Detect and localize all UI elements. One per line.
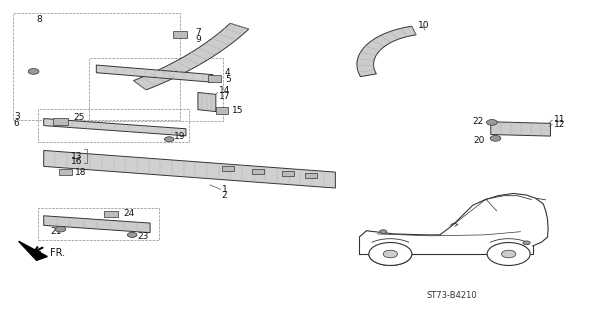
FancyBboxPatch shape <box>53 118 68 125</box>
Polygon shape <box>357 26 416 76</box>
Circle shape <box>380 230 387 234</box>
Text: 20: 20 <box>473 136 485 145</box>
Circle shape <box>523 241 530 245</box>
Text: 5: 5 <box>225 75 231 84</box>
Text: 7: 7 <box>195 28 201 37</box>
FancyBboxPatch shape <box>208 75 221 82</box>
Circle shape <box>369 243 412 266</box>
Text: 23: 23 <box>137 232 149 241</box>
FancyBboxPatch shape <box>222 166 234 172</box>
FancyBboxPatch shape <box>305 172 317 178</box>
FancyBboxPatch shape <box>104 211 119 217</box>
Text: 1: 1 <box>222 185 228 194</box>
Text: FR.: FR. <box>50 248 65 258</box>
Polygon shape <box>96 65 213 82</box>
Circle shape <box>55 226 66 232</box>
Text: 25: 25 <box>74 114 85 123</box>
Text: 22: 22 <box>473 117 483 126</box>
Text: 13: 13 <box>71 152 83 161</box>
FancyBboxPatch shape <box>252 169 264 174</box>
Circle shape <box>486 120 497 125</box>
Text: 3: 3 <box>14 112 20 121</box>
Polygon shape <box>44 216 150 233</box>
Text: 12: 12 <box>553 120 565 130</box>
Text: 6: 6 <box>14 118 20 128</box>
Text: 21: 21 <box>50 227 62 236</box>
Polygon shape <box>134 23 249 90</box>
FancyBboxPatch shape <box>282 171 294 176</box>
Text: 11: 11 <box>553 115 565 124</box>
Text: 8: 8 <box>37 15 43 24</box>
Text: 9: 9 <box>195 35 201 44</box>
Text: 17: 17 <box>219 92 231 101</box>
Text: ST73-B4210: ST73-B4210 <box>426 291 477 300</box>
Circle shape <box>487 243 530 266</box>
Circle shape <box>490 135 501 141</box>
Text: 4: 4 <box>225 68 231 77</box>
Text: 19: 19 <box>174 132 186 140</box>
Circle shape <box>128 232 137 237</box>
Text: 15: 15 <box>232 106 243 115</box>
FancyBboxPatch shape <box>216 107 228 114</box>
FancyBboxPatch shape <box>173 31 187 38</box>
Circle shape <box>28 68 39 74</box>
Text: 2: 2 <box>222 190 228 200</box>
Circle shape <box>383 250 398 258</box>
Text: 24: 24 <box>123 209 134 218</box>
Text: 16: 16 <box>71 157 83 166</box>
Circle shape <box>501 250 516 258</box>
Polygon shape <box>44 150 335 188</box>
Polygon shape <box>491 122 550 136</box>
Polygon shape <box>44 119 186 136</box>
Text: 18: 18 <box>75 168 87 177</box>
Text: 14: 14 <box>219 86 230 95</box>
Polygon shape <box>198 92 216 112</box>
Circle shape <box>165 137 174 142</box>
Polygon shape <box>19 241 47 260</box>
Text: 10: 10 <box>418 21 429 30</box>
FancyBboxPatch shape <box>59 169 72 175</box>
